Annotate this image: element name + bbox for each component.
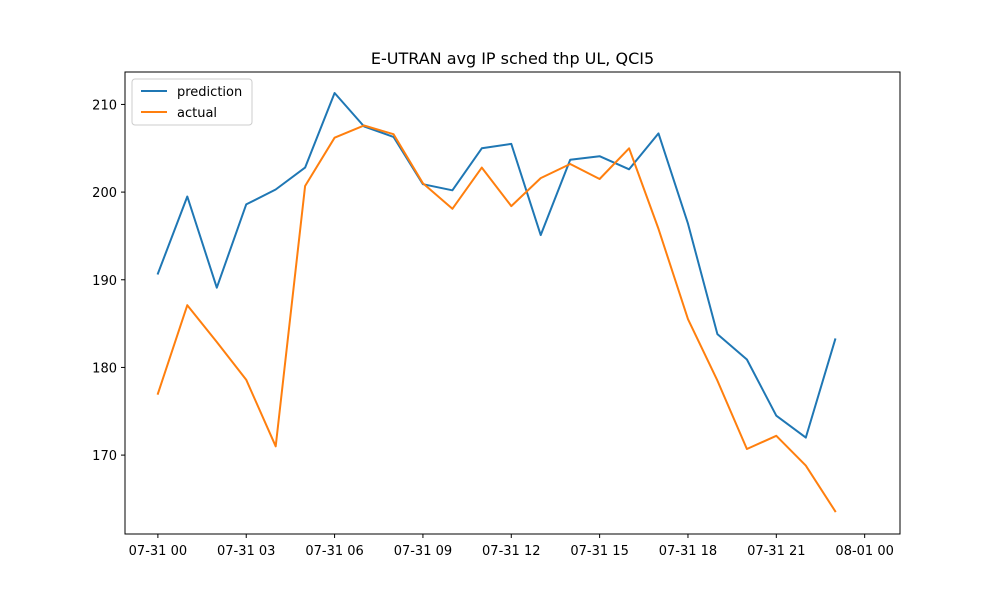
x-axis: 07-31 00 07-31 03 07-31 06 07-31 09 07-31 12… (129, 534, 894, 559)
x-tick-label: 07-31 03 (217, 544, 275, 559)
x-tick-label: 07-31 15 (570, 544, 628, 559)
x-tick-label: 07-31 18 (659, 544, 717, 559)
series-line-prediction (156, 92, 837, 439)
chart-title: E-UTRAN avg IP sched thp UL, QCI5 (371, 49, 654, 68)
x-tick-label: 07-31 21 (747, 544, 805, 559)
legend: prediction actual (131, 78, 253, 126)
x-tick-label: 07-31 12 (482, 544, 540, 559)
y-axis: 170 180 190 200 210 (92, 98, 125, 464)
series-line-actual (156, 124, 837, 513)
plot-area (124, 71, 901, 535)
y-tick-label: 190 (92, 274, 117, 289)
y-tick-label: 210 (92, 98, 117, 113)
x-tick-label: 07-31 09 (394, 544, 452, 559)
series-layer (156, 92, 837, 513)
legend-label-actual: actual (177, 106, 217, 121)
axes-frame (124, 71, 901, 535)
x-tick-label: 08-01 00 (835, 544, 893, 559)
y-tick-label: 200 (92, 186, 117, 201)
y-tick-label: 170 (92, 449, 117, 464)
x-tick-label: 07-31 00 (129, 544, 187, 559)
legend-label-prediction: prediction (177, 85, 242, 100)
x-tick-label: 07-31 06 (305, 544, 363, 559)
y-tick-label: 180 (92, 361, 117, 376)
